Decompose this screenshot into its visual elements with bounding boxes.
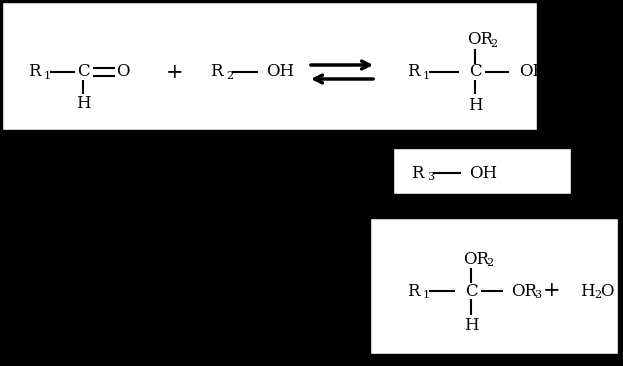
Text: O: O <box>600 283 614 299</box>
Text: R: R <box>411 164 424 182</box>
Text: 1: 1 <box>423 290 430 300</box>
Text: OH: OH <box>519 63 547 81</box>
Text: H: H <box>75 96 90 112</box>
Text: OR: OR <box>511 283 537 299</box>
Text: C: C <box>465 283 477 299</box>
Text: 2: 2 <box>594 290 601 300</box>
Text: 2: 2 <box>226 71 233 81</box>
Text: C: C <box>77 63 89 81</box>
Text: H: H <box>468 97 482 113</box>
Text: R: R <box>407 283 419 299</box>
Text: +: + <box>166 63 184 82</box>
Text: 2: 2 <box>486 258 493 268</box>
Text: 3: 3 <box>534 290 541 300</box>
Bar <box>370 218 618 354</box>
Text: OH: OH <box>266 63 294 81</box>
Text: 1: 1 <box>44 71 51 81</box>
Bar <box>2 2 537 130</box>
Text: R: R <box>210 63 222 81</box>
Text: 2: 2 <box>490 39 497 49</box>
Text: H: H <box>464 317 478 335</box>
Text: O: O <box>117 63 130 81</box>
Text: OR: OR <box>467 31 493 49</box>
Text: R: R <box>28 63 40 81</box>
Text: R: R <box>407 63 419 81</box>
Text: +: + <box>543 281 561 300</box>
Text: OH: OH <box>469 164 497 182</box>
Bar <box>393 148 571 194</box>
Text: C: C <box>468 63 482 81</box>
Text: 1: 1 <box>423 71 430 81</box>
Text: OR: OR <box>463 250 489 268</box>
Text: H: H <box>580 283 594 299</box>
Text: 3: 3 <box>427 172 434 182</box>
